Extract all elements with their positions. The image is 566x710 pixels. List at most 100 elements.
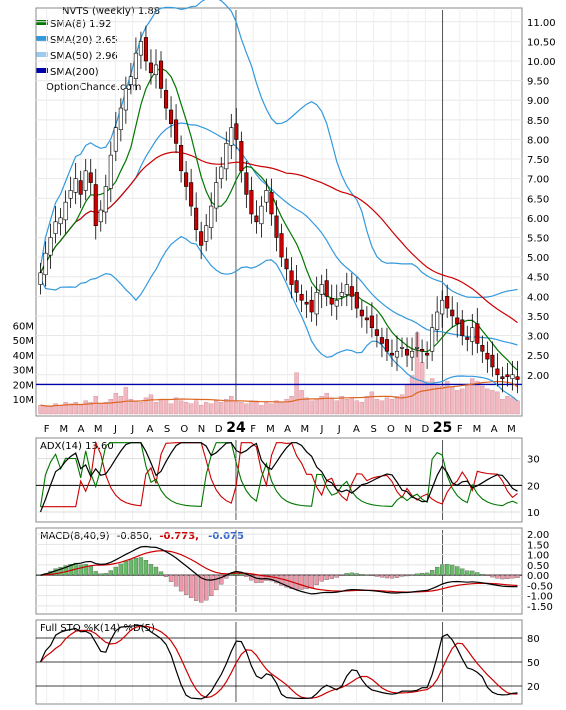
candles xyxy=(38,25,520,394)
volume-bar xyxy=(289,396,294,415)
price-tick-label: 6.50 xyxy=(527,194,549,205)
candle-body xyxy=(415,347,420,349)
candle-body xyxy=(189,182,194,207)
candle-body xyxy=(249,190,254,215)
candle xyxy=(284,247,289,281)
macd-lines xyxy=(36,533,522,607)
sto-y-axis: 80 50 20 xyxy=(527,634,540,693)
macd-histogram-bar xyxy=(88,565,93,576)
candle xyxy=(133,37,138,91)
candle-body xyxy=(274,215,279,238)
volume-bar xyxy=(480,385,485,415)
candle xyxy=(334,284,339,320)
volume-bar xyxy=(279,401,284,415)
candle xyxy=(274,200,279,252)
x-tick-label: J xyxy=(320,424,324,435)
candle xyxy=(128,62,133,95)
volume-bar xyxy=(158,399,164,415)
candle xyxy=(58,208,63,236)
candle-body xyxy=(420,348,425,352)
candle xyxy=(153,49,159,89)
candle xyxy=(108,141,113,203)
candle xyxy=(435,296,440,342)
candle-body xyxy=(440,299,445,315)
candle xyxy=(234,108,239,150)
macd-histogram-bar xyxy=(113,566,118,576)
price-tick-label: 8.00 xyxy=(527,135,549,146)
candle-body xyxy=(450,309,455,317)
macd-signal-value: -0.773, xyxy=(159,531,199,542)
macd-histogram-bar xyxy=(128,559,134,576)
candle-body xyxy=(510,374,515,379)
macd-histogram-bar xyxy=(214,574,219,591)
macd-histogram-bar xyxy=(98,573,103,576)
candle-body xyxy=(78,180,83,195)
candle-body xyxy=(409,350,415,358)
volume-bar xyxy=(439,385,445,415)
candle-body xyxy=(495,368,500,376)
price-tick-label: 5.00 xyxy=(527,253,549,264)
candle-body xyxy=(128,76,133,85)
legend-swatch-sma50 xyxy=(36,52,48,57)
x-tick-label: O xyxy=(387,424,395,435)
x-tick-label: J xyxy=(130,424,134,435)
candle xyxy=(319,274,324,309)
candle-body xyxy=(158,60,164,89)
volume-bar xyxy=(48,406,53,415)
macd-histogram-bar xyxy=(279,574,284,586)
price-y-axis: 11.00 10.50 10.00 9.50 9.00 8.50 8.00 7.50 7.00 6… xyxy=(527,18,556,382)
macd-histogram-bar xyxy=(163,574,169,577)
candle-body xyxy=(38,272,43,285)
volume-tick-label: 10M xyxy=(13,395,34,406)
macd-tick-label: -0.50 xyxy=(527,581,553,592)
x-tick-label: S xyxy=(164,424,170,435)
volume-bar xyxy=(193,400,199,415)
adx-panel-frame xyxy=(35,437,523,523)
volume-bar xyxy=(510,397,515,415)
macd-histogram-bar xyxy=(219,574,224,585)
macd-histogram-bar xyxy=(93,571,98,576)
volume-bar xyxy=(470,378,475,415)
macd-histogram-bar xyxy=(354,573,359,576)
candle-body xyxy=(455,317,460,325)
volume-bar xyxy=(118,396,124,415)
macd-histogram-bar xyxy=(148,564,154,576)
candle-body xyxy=(284,258,289,270)
candle xyxy=(359,300,364,328)
candle-body xyxy=(73,178,78,193)
candle xyxy=(515,361,520,394)
macd-histogram-bar xyxy=(199,574,204,603)
candle xyxy=(399,337,405,358)
volume-bar xyxy=(369,391,375,415)
candle xyxy=(425,341,430,369)
candle xyxy=(304,290,309,318)
candle-body xyxy=(214,182,219,209)
candle xyxy=(309,286,314,322)
candle-body xyxy=(143,37,149,62)
adx-tick-label: 20 xyxy=(527,481,540,492)
price-tick-label: 11.00 xyxy=(527,18,556,29)
volume-bar xyxy=(444,381,450,415)
candle xyxy=(354,276,359,318)
macd-histogram-bar xyxy=(389,574,395,579)
candle xyxy=(48,223,53,269)
candle xyxy=(339,282,344,307)
price-tick-label: 4.00 xyxy=(527,292,549,303)
x-tick-label: F xyxy=(457,424,463,435)
volume-bar xyxy=(274,400,279,415)
volume-bar xyxy=(73,401,78,415)
macd-histogram-bar xyxy=(78,564,83,576)
candle xyxy=(294,264,299,303)
minus-di-line xyxy=(40,440,518,508)
candle xyxy=(409,337,415,371)
volume-bar xyxy=(108,399,114,415)
candle xyxy=(88,159,93,195)
adx-tick-label: 30 xyxy=(527,455,540,466)
macd-histogram-bar xyxy=(429,570,435,576)
macd-tick-label: -1.50 xyxy=(527,602,553,613)
candle xyxy=(214,166,219,222)
candle-body xyxy=(133,52,138,79)
macd-title-prefix: MACD(8,40,9) xyxy=(40,531,110,542)
macd-panel-frame xyxy=(35,527,523,615)
volume-bar xyxy=(239,401,244,415)
